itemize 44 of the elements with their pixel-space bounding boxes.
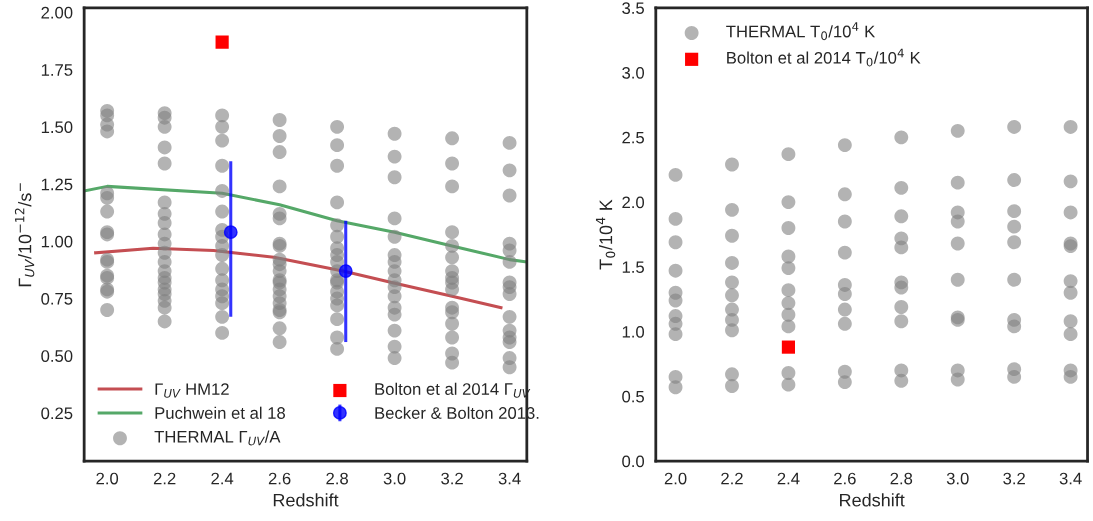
point	[215, 35, 229, 49]
y-tick-label: 0.5	[622, 390, 644, 403]
legend-label: Γ$_{UV}$ HM12	[155, 383, 229, 398]
y-tick-label: 0.25	[41, 407, 73, 420]
y-tick-label: 1.50	[41, 121, 73, 134]
y-tick-label: 1.00	[41, 235, 73, 248]
x-tick-label: 3.2	[1003, 472, 1025, 485]
x-tick-label: 2.2	[153, 472, 176, 485]
y-tick-label: 2.00	[41, 6, 73, 19]
y-tick-label: 3.0	[622, 66, 645, 79]
x-tick-label: 2.4	[777, 472, 800, 485]
legend-label: THERMAL Γ$_{UV}$/A	[154, 430, 281, 446]
y-tick-label: 0.75	[41, 292, 73, 305]
x-tick-label: 2.8	[890, 472, 913, 485]
point	[223, 225, 238, 240]
x-tick-label: 2.0	[96, 472, 119, 485]
point	[338, 264, 353, 279]
x-tick-label: 2.6	[268, 472, 291, 485]
y-tick-label: 2.0	[622, 196, 645, 209]
x-tick-label: 2.0	[664, 472, 687, 485]
y-tick-label: 1.0	[622, 325, 645, 338]
y-tick-label: 0.50	[41, 350, 73, 362]
x-tick-label: 3.4	[498, 472, 521, 485]
y-tick-label: 1.5	[622, 261, 644, 274]
x-axis-title: Redshift	[840, 493, 905, 507]
y-tick-label: 2.5	[622, 131, 644, 144]
y-tick-label: 0.0	[622, 455, 645, 468]
x-tick-label: 3.0	[946, 472, 969, 485]
x-tick-label: 3.2	[441, 472, 463, 485]
x-axis-title: Redshift	[273, 493, 339, 507]
x-tick-label: 3.4	[1059, 472, 1082, 485]
legend-label: Puchwein et al 18	[155, 406, 285, 419]
y-tick-label: 3.5	[622, 2, 644, 15]
x-tick-label: 2.2	[721, 472, 743, 485]
x-tick-label: 2.4	[211, 472, 234, 485]
legend-label: THERMAL T$_{0}$/10$^{4}$ K	[726, 22, 876, 41]
y-axis-title: T$_{0}$/10$^{4}$ K	[595, 199, 616, 270]
x-tick-label: 2.6	[834, 472, 856, 485]
y-tick-label: 1.25	[41, 178, 73, 191]
x-tick-label: 3.0	[383, 472, 406, 485]
y-tick-label: 1.75	[41, 64, 73, 76]
y-axis-title: Γ$_{UV}$/10$^{−12}$/s$^{−}$	[14, 183, 35, 287]
legend-label: Bolton et al 2014 T$_{0}$/10$^{4}$ K	[727, 48, 921, 67]
x-tick-label: 2.8	[326, 472, 348, 485]
